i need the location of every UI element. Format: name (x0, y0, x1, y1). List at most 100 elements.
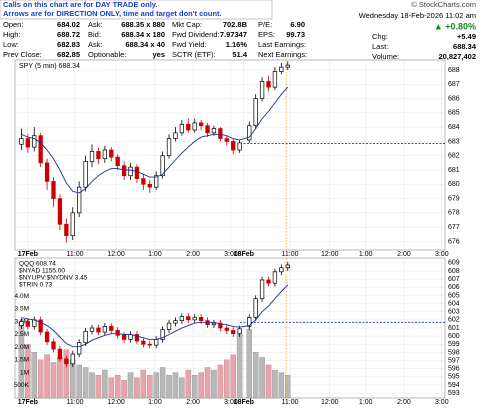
candle-body (231, 141, 236, 151)
volume-bar (179, 377, 185, 399)
quote-label: P/E: (258, 20, 272, 29)
x-tick-label: 11:00 (282, 399, 299, 406)
moving-average (21, 284, 289, 348)
y-tick-label: 676 (448, 238, 460, 245)
candle-body (19, 321, 24, 326)
x-tick-label: 3:00 (224, 399, 238, 406)
x-tick-label: 18Feb (234, 251, 254, 258)
quote-label: Ask: (88, 40, 103, 49)
volume-bar (204, 367, 211, 399)
x-tick-label: 1:00 (148, 399, 162, 406)
candle-body (141, 178, 146, 185)
quote-label: SCTR (ETF): (172, 50, 216, 59)
x-tick-label: 11:00 (67, 399, 84, 406)
y-tick-label: 604 (448, 300, 460, 307)
x-tick-label: 11:00 (67, 251, 84, 258)
legend-entry: $NYAD 1155.00 (19, 268, 65, 275)
quote-value: 99.73 (286, 30, 305, 39)
volume-bar (31, 352, 38, 399)
x-tick-label: 3:00 (435, 399, 449, 406)
candle-body (25, 321, 30, 327)
candle-body (247, 125, 252, 141)
candle-body (179, 316, 185, 322)
quote-value: 688.34 x 40 (125, 40, 165, 49)
y-tick-label: 682 (448, 153, 460, 160)
quote-label: Bid: (88, 30, 101, 39)
volume-bar (57, 357, 63, 399)
candle-body (134, 334, 140, 342)
volume-bar (44, 354, 50, 399)
candle-body (186, 123, 191, 131)
candle-body (231, 330, 236, 335)
candle-body (211, 128, 217, 134)
y-tick-label: 605 (448, 292, 460, 299)
candle-body (179, 123, 185, 134)
candle-body (272, 271, 278, 284)
candle-body (38, 319, 43, 333)
volume-bar (76, 364, 82, 399)
candle-body (198, 317, 204, 322)
quote-label: Next Earnings: (258, 50, 307, 59)
moving-average (21, 86, 289, 194)
candle-body (102, 326, 108, 333)
y-tick-label: 686 (448, 95, 460, 102)
candle-body (166, 138, 172, 157)
volume-bar (147, 374, 153, 399)
volume-bar (159, 367, 166, 399)
volume-bar (272, 369, 278, 399)
candle-body (57, 348, 63, 360)
quote-value: 51.4 (232, 50, 247, 59)
volume-bar (265, 364, 272, 399)
candle-body (57, 198, 63, 225)
volume-bar (37, 359, 44, 399)
x-tick-label: 12:00 (321, 399, 339, 406)
quote-label: Low: (3, 40, 19, 49)
notice-box (0, 0, 273, 20)
quote-label: Last: (372, 42, 388, 51)
y-tick-label: 680 (448, 181, 460, 188)
candle-body (109, 326, 114, 331)
candle-body (237, 142, 242, 151)
candle-body (173, 320, 178, 324)
x-tick-label: 17Feb (18, 251, 38, 258)
volume-bar (108, 377, 115, 399)
candle-body (64, 358, 69, 365)
candle-body (44, 162, 50, 182)
candle-body (70, 353, 75, 365)
quote-label: Prev Close: (3, 50, 42, 59)
x-tick-label: 18Feb (234, 399, 254, 406)
volume-bar (236, 334, 243, 399)
candle-body (83, 161, 88, 188)
volume-bar (259, 357, 265, 399)
candle-body (279, 66, 284, 72)
volume-bar (127, 372, 134, 399)
candle-body (141, 340, 146, 345)
quote-value: 1.16% (226, 40, 248, 49)
candle-body (32, 319, 37, 327)
volume-bar (285, 374, 291, 399)
volume-bar (82, 367, 89, 399)
y2-tick-label: 500K (14, 382, 30, 389)
quote-value: 688.35 x 880 (121, 20, 165, 29)
legend-entry: QQQ 608.74 (19, 261, 56, 268)
candle-body (70, 212, 75, 237)
y2-tick-label: 3.5M (15, 306, 29, 313)
quote-value: 682.85 (57, 50, 80, 59)
volume-bar (166, 374, 172, 399)
y-tick-label: 603 (448, 309, 460, 316)
y-tick-label: 688 (448, 67, 460, 74)
candle-body (96, 151, 101, 159)
candle-body (272, 71, 278, 88)
volume-bar (140, 369, 147, 399)
candle-body (224, 138, 229, 142)
quote-label: Volume: (372, 52, 399, 61)
y-tick-label: 593 (448, 390, 460, 397)
x-tick-label: 1:00 (148, 251, 162, 258)
candle-body (38, 135, 43, 164)
y-tick-label: 685 (448, 110, 460, 117)
volume-bar (134, 377, 140, 399)
x-tick-label: 1:00 (359, 251, 373, 258)
candle-body (44, 331, 50, 343)
candle-body (83, 330, 88, 344)
quote-label: Mkt Cap: (172, 20, 202, 29)
